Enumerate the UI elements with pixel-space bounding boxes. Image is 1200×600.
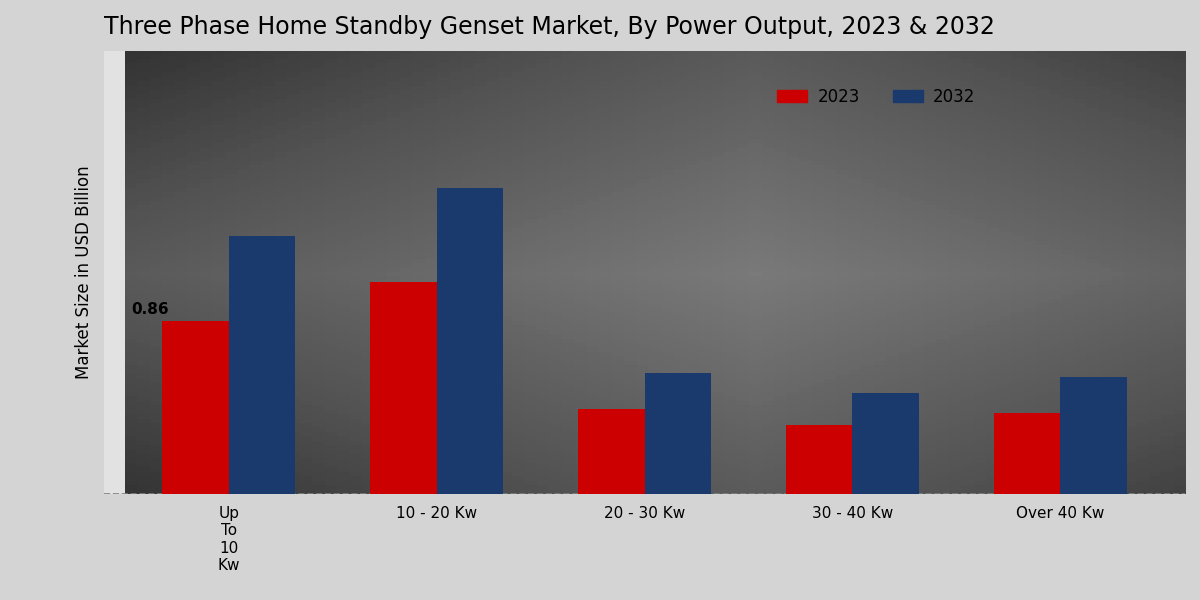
Text: Three Phase Home Standby Genset Market, By Power Output, 2023 & 2032: Three Phase Home Standby Genset Market, … (104, 15, 995, 39)
Text: 0.86: 0.86 (131, 302, 169, 317)
Bar (162, 320, 229, 494)
Bar (852, 393, 919, 494)
Bar (578, 409, 644, 494)
Bar (1061, 377, 1127, 494)
Legend: 2023, 2032: 2023, 2032 (770, 81, 982, 112)
Bar (229, 236, 295, 494)
Bar (644, 373, 712, 494)
Bar (786, 425, 852, 494)
Bar (370, 283, 437, 494)
Y-axis label: Market Size in USD Billion: Market Size in USD Billion (74, 166, 94, 379)
Bar (994, 413, 1061, 494)
Bar (437, 188, 503, 494)
